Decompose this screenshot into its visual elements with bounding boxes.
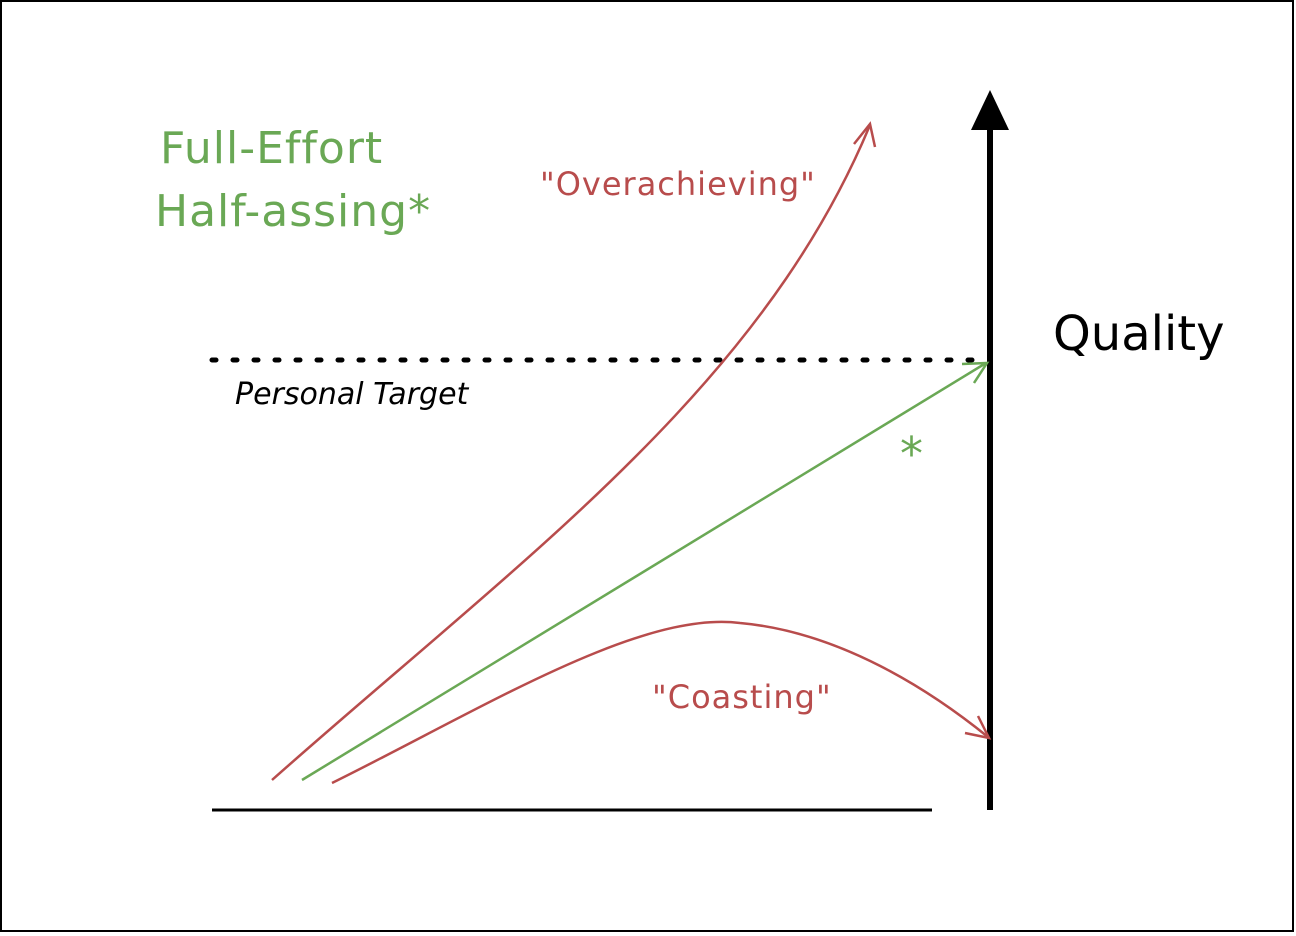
overachieving-label: "Overachieving" [540, 165, 816, 203]
coasting-label: "Coasting" [652, 678, 832, 716]
overachieving-curve [271, 124, 872, 781]
axis-label: Quality [1053, 306, 1225, 362]
star-note: * [900, 427, 924, 481]
title-line: Full-Effort [160, 123, 383, 174]
arrowhead [964, 715, 992, 740]
title-line: Half-assing* [155, 186, 431, 237]
axis-arrowhead [971, 90, 1009, 130]
full-effort-line [301, 361, 987, 782]
arrowhead [853, 121, 877, 148]
coasting-curve [331, 620, 989, 785]
target-label: Personal Target [235, 377, 470, 412]
arrowhead [961, 361, 990, 384]
